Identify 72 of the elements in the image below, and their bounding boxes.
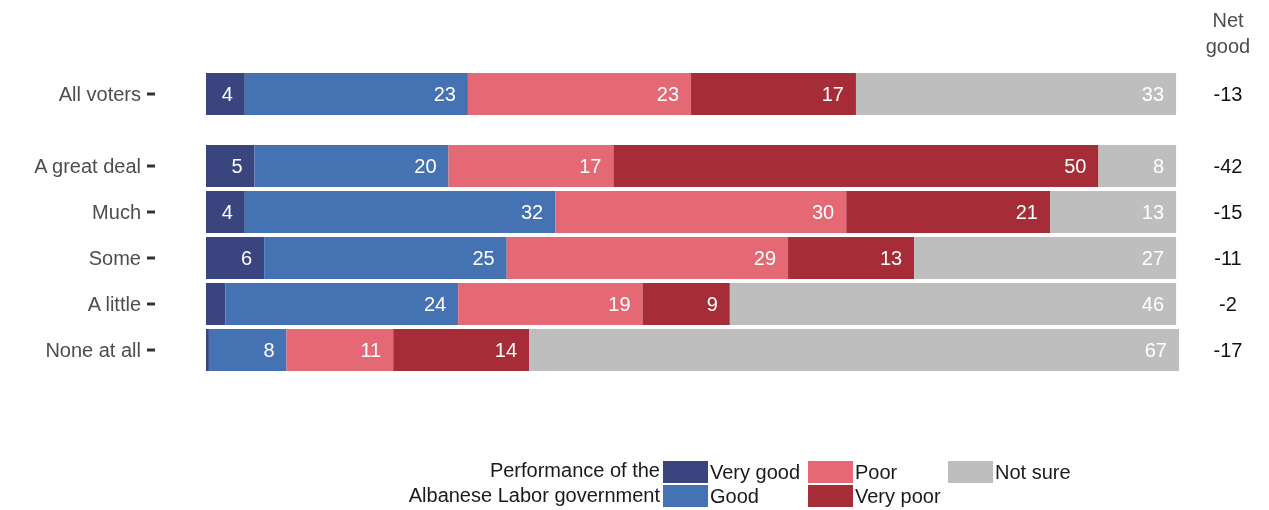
data-label: 20 [414, 155, 437, 178]
y-tick-label: Some [88, 247, 141, 270]
data-label: 25 [472, 247, 495, 270]
data-label: 8 [263, 339, 275, 362]
bar [448, 145, 614, 187]
y-tick-label: All voters [58, 83, 141, 106]
data-label: 4 [221, 83, 233, 106]
data-label: 32 [520, 201, 544, 224]
text: Net good [1204, 8, 1252, 59]
bar [254, 145, 449, 187]
bar [208, 329, 287, 371]
data-label: 19 [608, 293, 631, 316]
data-label: 6 [241, 247, 253, 270]
bar [642, 283, 730, 325]
bar [458, 283, 643, 325]
bar [206, 237, 265, 279]
data-label: 29 [753, 247, 777, 270]
bar [1098, 145, 1177, 187]
bar [529, 329, 1179, 371]
text: -11 [1213, 246, 1243, 271]
data-label: 30 [812, 201, 835, 224]
bar [244, 191, 556, 233]
bar [264, 237, 507, 279]
data-label: 14 [494, 339, 518, 362]
legend-label: Good [710, 484, 759, 508]
data-label: 24 [423, 293, 447, 316]
bar [206, 329, 209, 371]
bar [206, 283, 226, 325]
legend-title: Performance of the Albanese Labor government [407, 458, 660, 508]
text: -42 [1212, 154, 1244, 179]
data-label: 46 [1141, 293, 1165, 316]
data-label: 5 [231, 155, 243, 178]
y-tick-label: None at all [45, 339, 141, 362]
data-label: 17 [821, 83, 844, 106]
data-label: 17 [579, 155, 602, 178]
bar [555, 191, 847, 233]
bar [225, 283, 459, 325]
text: -17 [1212, 338, 1244, 363]
data-label: 9 [706, 293, 718, 316]
data-label: 11 [360, 339, 382, 362]
data-label: 27 [1141, 247, 1165, 270]
data-label: 13 [1141, 201, 1165, 224]
legend-label: Not sure [995, 460, 1071, 484]
data-label: 4 [221, 201, 233, 224]
y-tick-label: Much [92, 201, 141, 224]
bar [206, 145, 255, 187]
legend-label: Poor [855, 460, 898, 484]
data-label: 50 [1064, 155, 1087, 178]
data-label: 13 [879, 247, 903, 270]
legend-label: Very poor [855, 484, 941, 508]
bar [286, 329, 394, 371]
legend-label: Very good [710, 460, 801, 484]
y-tick-label: A great deal [34, 155, 141, 178]
bar [914, 237, 1177, 279]
data-label: 67 [1144, 339, 1167, 362]
data-label: 8 [1152, 155, 1165, 178]
bar [846, 191, 1050, 233]
bar [788, 237, 915, 279]
data-label: 33 [1141, 83, 1165, 106]
bar [506, 237, 789, 279]
text: -13 [1212, 82, 1244, 107]
bar [613, 145, 1099, 187]
bar [1049, 191, 1177, 233]
data-label: 23 [433, 83, 456, 106]
text: -2 [1218, 292, 1238, 317]
bar [729, 283, 1177, 325]
y-tick-label: A little [87, 293, 141, 316]
bar [206, 191, 245, 233]
data-label: 23 [656, 83, 680, 106]
text: -15 [1212, 200, 1244, 225]
bar [393, 329, 530, 371]
data-label: 21 [1015, 201, 1038, 224]
